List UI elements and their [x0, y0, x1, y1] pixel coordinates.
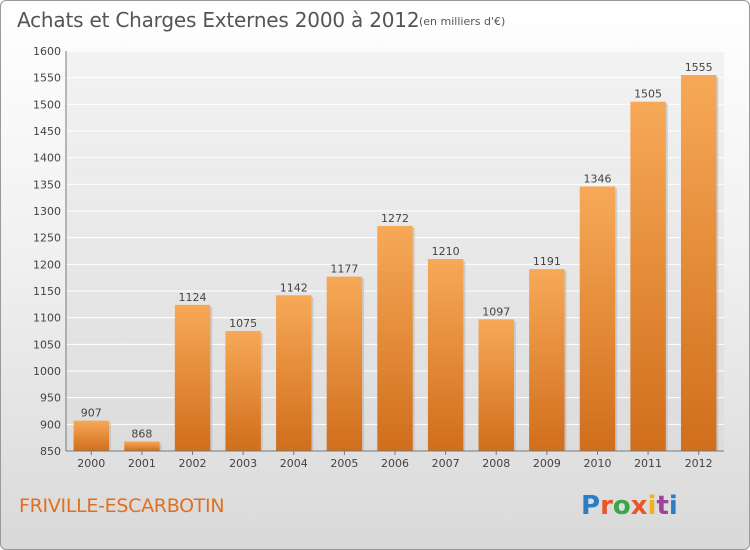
bar: [225, 331, 261, 451]
x-tick-label: 2000: [77, 457, 105, 470]
x-tick-label: 2012: [685, 457, 713, 470]
proxiti-logo: Proxiti: [581, 491, 678, 521]
y-tick-label: 1550: [33, 72, 61, 85]
data-label: 1272: [381, 212, 409, 225]
x-tick-label: 2010: [583, 457, 611, 470]
bar: [124, 441, 160, 451]
y-tick-label: 1600: [33, 45, 61, 58]
bar: [73, 420, 110, 451]
x-tick-label: 2001: [128, 457, 156, 470]
y-tick-label: 1450: [33, 125, 61, 138]
x-tick-label: 2011: [634, 457, 662, 470]
y-tick-label: 1250: [33, 232, 61, 245]
data-label: 1210: [432, 245, 460, 258]
data-label: 868: [131, 427, 152, 440]
data-label: 907: [81, 407, 102, 420]
y-tick-label: 850: [40, 445, 61, 458]
x-tick-label: 2008: [482, 457, 510, 470]
y-tick-label: 950: [40, 392, 61, 405]
y-tick-label: 1050: [33, 338, 61, 351]
data-label: 1346: [583, 172, 611, 185]
data-label: 1097: [482, 305, 510, 318]
bar: [427, 259, 464, 451]
data-label: 1142: [280, 281, 308, 294]
bar: [174, 304, 211, 451]
y-tick-label: 1100: [33, 312, 61, 325]
data-label: 1505: [634, 88, 662, 101]
bar: [326, 276, 363, 451]
x-tick-label: 2004: [280, 457, 308, 470]
y-tick-label: 1500: [33, 98, 61, 111]
x-tick-label: 2007: [432, 457, 460, 470]
y-tick-label: 1300: [33, 205, 61, 218]
chart-title: Achats et Charges Externes 2000 à 2012: [17, 8, 420, 32]
commune-name: FRIVILLE-ESCARBOTIN: [19, 495, 225, 517]
data-label: 1075: [229, 317, 257, 330]
bar: [377, 225, 413, 451]
x-tick-label: 2005: [330, 457, 358, 470]
bar: [478, 319, 514, 451]
unit-note: (en milliers d'€): [419, 15, 506, 28]
x-tick-label: 2003: [229, 457, 257, 470]
data-label: 1177: [330, 263, 358, 276]
y-tick-label: 900: [40, 418, 61, 431]
x-tick-label: 2002: [179, 457, 207, 470]
bar: [276, 295, 312, 451]
data-label: 1191: [533, 255, 561, 268]
y-tick-label: 1200: [33, 258, 61, 271]
data-label: 1555: [685, 61, 713, 74]
bar: [630, 101, 666, 452]
x-tick-label: 2006: [381, 457, 409, 470]
y-tick-label: 1400: [33, 152, 61, 165]
x-tick-label: 2009: [533, 457, 561, 470]
bar: [529, 269, 565, 451]
bar: [579, 186, 616, 451]
y-tick-label: 1350: [33, 178, 61, 191]
data-label: 1124: [179, 291, 207, 304]
y-tick-label: 1150: [33, 285, 61, 298]
y-tick-label: 1000: [33, 365, 61, 378]
bar: [680, 75, 717, 451]
